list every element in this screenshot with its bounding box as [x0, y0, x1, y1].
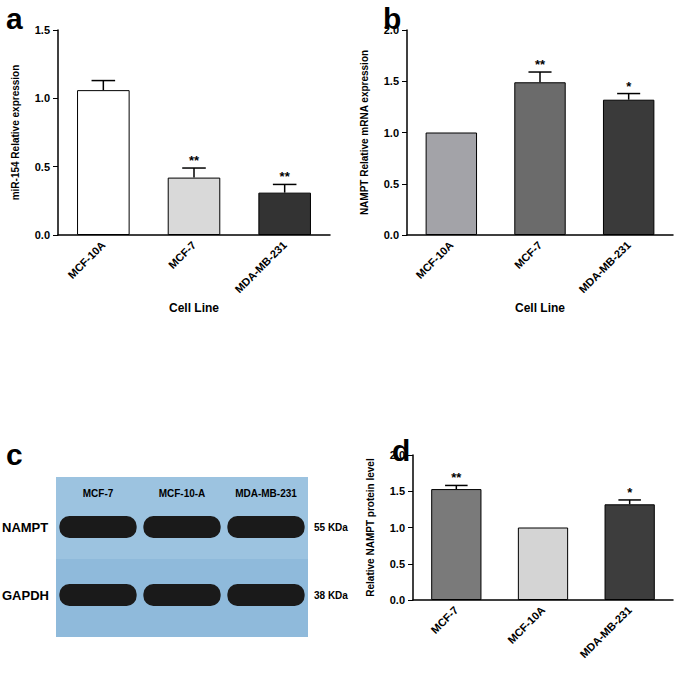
svg-text:MDA-MB-231: MDA-MB-231: [233, 239, 289, 295]
svg-text:0.0: 0.0: [35, 229, 50, 241]
svg-text:1.0: 1.0: [35, 92, 50, 104]
svg-text:38 KDa: 38 KDa: [314, 590, 348, 601]
svg-text:**: **: [189, 153, 200, 168]
svg-text:*: *: [626, 79, 632, 94]
svg-text:MDA-MB-231: MDA-MB-231: [235, 488, 297, 499]
svg-text:Relative NAMPT protein level: Relative NAMPT protein level: [365, 458, 376, 597]
svg-text:MCF-7: MCF-7: [428, 604, 460, 636]
svg-text:MDA-MB-231: MDA-MB-231: [577, 239, 633, 295]
svg-text:1.0: 1.0: [390, 522, 405, 534]
svg-text:MDA-MB-231: MDA-MB-231: [578, 604, 634, 660]
html-text:b: b: [383, 2, 402, 35]
html-text:a: a: [6, 2, 23, 35]
svg-text:**: **: [535, 57, 546, 72]
svg-text:*: *: [627, 485, 633, 500]
svg-text:MCF-10A: MCF-10A: [413, 239, 455, 281]
svg-text:1.5: 1.5: [35, 24, 50, 36]
svg-text:0.5: 0.5: [384, 178, 399, 190]
svg-text:MCF-7: MCF-7: [512, 239, 544, 271]
svg-text:MCF-10A: MCF-10A: [505, 604, 547, 646]
html-text:d: d: [392, 434, 411, 467]
svg-text:0.0: 0.0: [390, 594, 405, 606]
svg-text:0.0: 0.0: [384, 229, 399, 241]
svg-text:0.5: 0.5: [35, 161, 50, 173]
svg-text:1.5: 1.5: [384, 75, 399, 87]
svg-text:MCF-7: MCF-7: [83, 488, 114, 499]
svg-text:55 KDa: 55 KDa: [314, 522, 348, 533]
svg-text:0.5: 0.5: [390, 558, 405, 570]
svg-text:**: **: [280, 169, 291, 184]
svg-text:NAMPT Relative mRNA expression: NAMPT Relative mRNA expression: [359, 50, 370, 215]
svg-text:Cell Line: Cell Line: [515, 301, 565, 315]
svg-text:GAPDH: GAPDH: [2, 588, 49, 603]
svg-text:**: **: [451, 470, 462, 485]
svg-text:1.5: 1.5: [390, 485, 405, 497]
svg-text:MCF-7: MCF-7: [166, 239, 198, 271]
svg-text:Cell Line: Cell Line: [169, 301, 219, 315]
html-text:c: c: [6, 438, 23, 471]
svg-text:1.0: 1.0: [384, 127, 399, 139]
svg-text:MCF-10-A: MCF-10-A: [159, 488, 206, 499]
svg-text:MCF-10A: MCF-10A: [65, 239, 107, 281]
svg-text:NAMPT: NAMPT: [2, 520, 48, 535]
svg-text:miR-154 Relative expression: miR-154 Relative expression: [10, 65, 21, 201]
